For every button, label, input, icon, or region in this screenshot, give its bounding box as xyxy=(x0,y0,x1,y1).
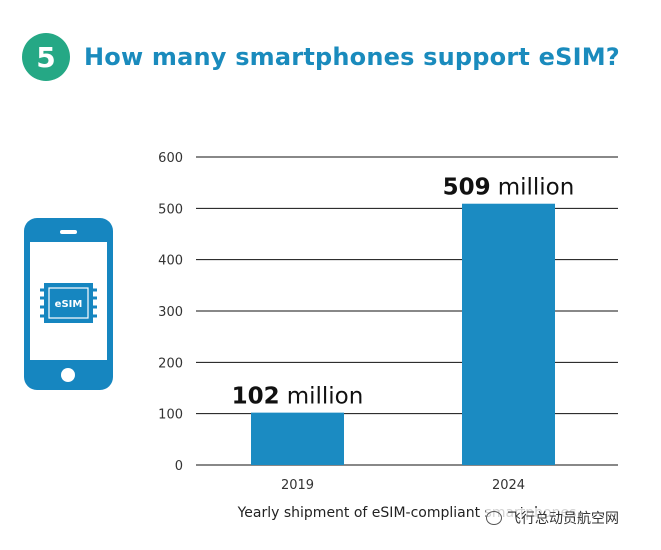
sim-chip-icon: eSIM xyxy=(40,283,97,323)
watermark: 飞行总动员航空网 xyxy=(486,508,619,528)
y-tick-label: 500 xyxy=(158,202,183,217)
y-tick-label: 300 xyxy=(158,305,183,320)
y-axis-ticks: 0 100 200 300 400 500 600 xyxy=(158,151,183,474)
data-label: 102 million xyxy=(232,384,364,410)
sim-chip-label: eSIM xyxy=(55,299,83,310)
data-label-unit: million xyxy=(498,175,575,201)
data-label-unit: million xyxy=(287,384,364,410)
data-label: 509 million xyxy=(443,175,575,201)
data-label-number: 102 xyxy=(232,384,280,410)
header: 5 How many smartphones support eSIM? xyxy=(22,33,620,81)
x-axis-ticks: 2019 2024 xyxy=(281,478,525,493)
bar-2024 xyxy=(462,203,555,466)
watermark-text: 飞行总动员航空网 xyxy=(507,511,619,527)
data-label-number: 509 xyxy=(443,175,491,201)
x-tick-label: 2019 xyxy=(281,478,314,493)
page-title: How many smartphones support eSIM? xyxy=(84,43,620,71)
y-tick-label: 100 xyxy=(158,408,183,423)
section-number-badge: 5 xyxy=(22,33,70,81)
y-tick-label: 600 xyxy=(158,151,183,166)
y-tick-label: 400 xyxy=(158,254,183,269)
bars xyxy=(251,203,555,466)
y-tick-label: 0 xyxy=(175,459,183,474)
data-labels: 102 million 509 million xyxy=(232,175,575,410)
wechat-icon xyxy=(486,511,502,525)
x-tick-label: 2024 xyxy=(492,478,525,493)
smartphone-esim-icon: eSIM xyxy=(24,218,113,390)
y-tick-label: 200 xyxy=(158,356,183,371)
bar-2019 xyxy=(251,412,344,465)
